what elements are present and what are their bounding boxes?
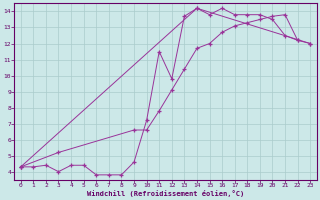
X-axis label: Windchill (Refroidissement éolien,°C): Windchill (Refroidissement éolien,°C) <box>87 190 244 197</box>
